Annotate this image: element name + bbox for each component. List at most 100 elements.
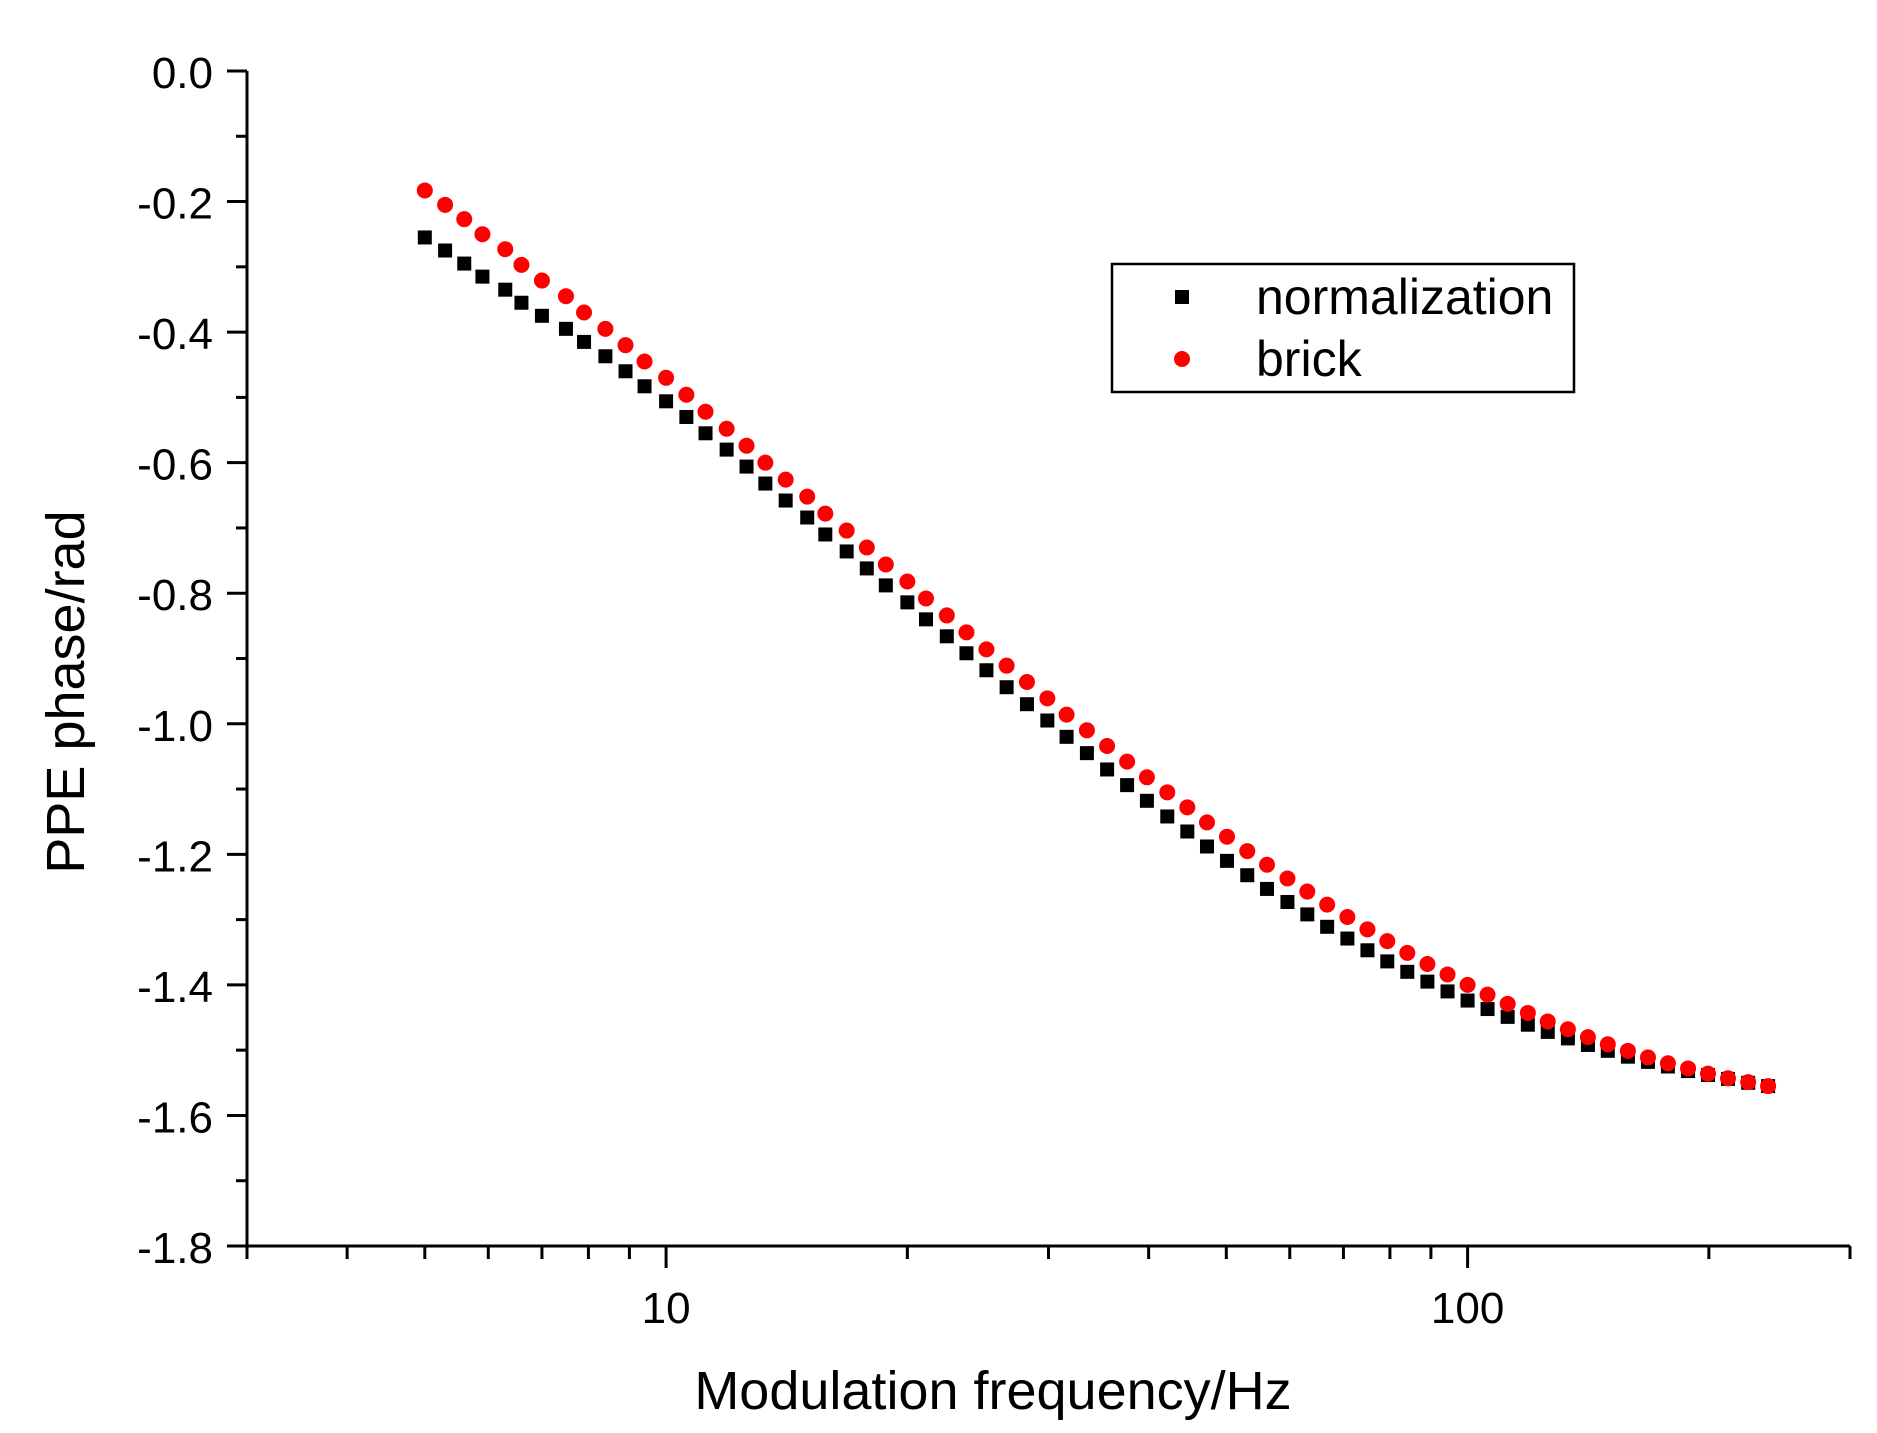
data-point-normalization bbox=[1139, 793, 1154, 808]
data-point-brick bbox=[1239, 843, 1256, 860]
y-tick-label: -0.2 bbox=[137, 180, 213, 229]
data-point-normalization bbox=[475, 269, 490, 284]
data-point-normalization bbox=[878, 578, 893, 593]
data-point-brick bbox=[978, 641, 995, 658]
data-point-normalization bbox=[778, 493, 793, 508]
data-point-brick bbox=[1198, 814, 1215, 831]
data-point-brick bbox=[1359, 921, 1376, 938]
data-point-normalization bbox=[1240, 868, 1255, 883]
data-point-brick bbox=[678, 386, 695, 403]
data-point-normalization bbox=[438, 243, 453, 258]
data-point-normalization bbox=[1460, 993, 1475, 1008]
y-tick-label: -0.4 bbox=[137, 310, 213, 359]
data-point-brick bbox=[597, 320, 614, 337]
legend: normalization brick bbox=[1110, 262, 1576, 394]
data-point-brick bbox=[1078, 722, 1095, 739]
data-point-brick bbox=[1099, 737, 1116, 754]
data-point-brick bbox=[513, 256, 530, 273]
data-point-brick bbox=[1159, 784, 1176, 801]
data-point-brick bbox=[1219, 828, 1236, 845]
data-point-normalization bbox=[1100, 762, 1115, 777]
legend-marker-normalization bbox=[1175, 290, 1189, 304]
data-point-normalization bbox=[534, 308, 549, 323]
data-point-brick bbox=[1760, 1078, 1777, 1095]
data-point-brick bbox=[1519, 1004, 1536, 1021]
data-point-normalization bbox=[1280, 894, 1295, 909]
data-point-brick bbox=[1459, 976, 1476, 993]
y-tick-label: -1.2 bbox=[137, 832, 213, 881]
data-point-normalization bbox=[859, 561, 874, 576]
data-point-brick bbox=[1119, 753, 1136, 770]
data-point-brick bbox=[1018, 674, 1035, 690]
data-point-brick bbox=[636, 353, 653, 370]
data-point-brick bbox=[617, 337, 634, 354]
data-point-normalization bbox=[739, 459, 754, 474]
data-point-brick bbox=[1680, 1060, 1697, 1077]
x-tick-label: 10 bbox=[642, 1284, 691, 1333]
data-point-brick bbox=[1479, 986, 1496, 1003]
data-point-brick bbox=[958, 624, 975, 641]
data-point-brick bbox=[858, 539, 875, 556]
data-point-brick bbox=[1039, 690, 1056, 707]
y-tick-label: -1.6 bbox=[137, 1093, 213, 1142]
data-point-brick bbox=[437, 196, 454, 213]
data-point-normalization bbox=[1440, 984, 1455, 999]
data-point-brick bbox=[1719, 1070, 1736, 1087]
data-point-normalization bbox=[1420, 974, 1435, 989]
axes-frame bbox=[245, 71, 1850, 1248]
data-point-brick bbox=[1138, 769, 1155, 786]
data-point-brick bbox=[697, 403, 714, 420]
data-point-brick bbox=[899, 573, 916, 590]
data-point-brick bbox=[474, 226, 491, 243]
legend-label-brick: brick bbox=[1256, 331, 1363, 387]
data-point-brick bbox=[658, 369, 675, 386]
data-point-normalization bbox=[979, 663, 994, 678]
data-point-normalization bbox=[577, 334, 592, 349]
data-point-brick bbox=[1539, 1013, 1556, 1030]
data-point-normalization bbox=[939, 629, 954, 644]
data-point-normalization bbox=[1180, 824, 1195, 839]
data-point-normalization bbox=[800, 510, 815, 525]
data-point-normalization bbox=[1360, 943, 1375, 958]
data-point-brick bbox=[817, 505, 834, 522]
data-point-brick bbox=[799, 488, 816, 505]
x-axis-label: Modulation frequency/Hz bbox=[694, 1361, 1291, 1421]
data-point-brick bbox=[1619, 1042, 1636, 1059]
data-point-normalization bbox=[618, 364, 633, 379]
data-point-brick bbox=[938, 607, 955, 624]
data-point-normalization bbox=[1199, 839, 1214, 854]
data-point-normalization bbox=[558, 321, 573, 336]
legend-label-normalization: normalization bbox=[1256, 269, 1553, 325]
data-point-brick bbox=[1279, 870, 1296, 887]
data-point-brick bbox=[1599, 1036, 1616, 1053]
data-point-brick bbox=[1639, 1049, 1656, 1066]
y-tick-label: -1.0 bbox=[137, 702, 213, 751]
y-tick-label: -0.8 bbox=[137, 571, 213, 620]
data-point-brick bbox=[917, 590, 934, 607]
data-point-normalization bbox=[1040, 713, 1055, 728]
legend-box bbox=[1110, 262, 1576, 394]
data-point-normalization bbox=[637, 379, 652, 394]
data-point-brick bbox=[998, 657, 1015, 674]
data-point-normalization bbox=[900, 595, 915, 610]
data-point-brick bbox=[1379, 933, 1396, 950]
data-point-normalization bbox=[498, 282, 513, 297]
x-axis: 10 100 bbox=[245, 1246, 1852, 1333]
data-point-normalization bbox=[1260, 881, 1275, 896]
data-point-normalization bbox=[514, 295, 529, 310]
data-point-normalization bbox=[1019, 697, 1034, 712]
data-point-normalization bbox=[1300, 907, 1315, 922]
data-point-normalization bbox=[598, 349, 613, 364]
data-point-normalization bbox=[1079, 746, 1094, 761]
data-point-brick bbox=[1399, 944, 1416, 961]
y-tick-label: 0.0 bbox=[152, 49, 213, 98]
data-series bbox=[416, 182, 1777, 1095]
data-point-brick bbox=[1419, 956, 1436, 972]
y-tick-label: -1.8 bbox=[137, 1224, 213, 1273]
data-point-brick bbox=[1339, 909, 1356, 925]
data-point-normalization bbox=[1120, 778, 1135, 793]
data-point-brick bbox=[1259, 856, 1276, 873]
data-point-normalization bbox=[1160, 809, 1175, 824]
